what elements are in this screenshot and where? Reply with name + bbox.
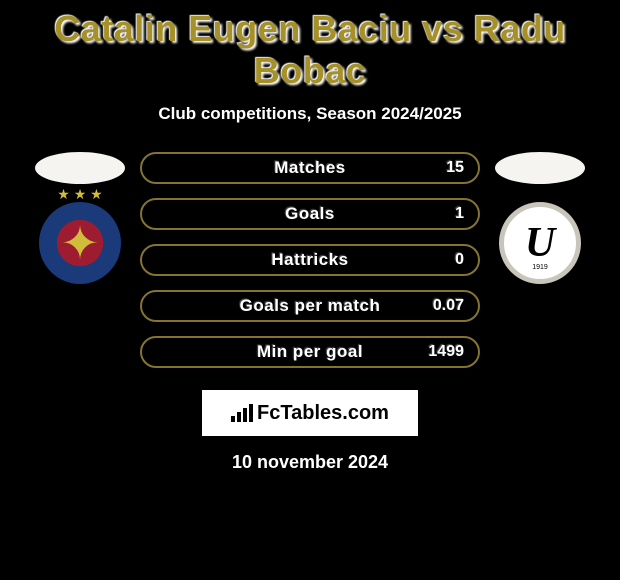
left-club-logo: ★ ★ ★ ✦ <box>39 202 121 284</box>
club-year: 1919 <box>532 264 548 271</box>
stat-value: 1 <box>455 205 464 223</box>
stat-value: 15 <box>446 159 464 177</box>
stat-value: 1499 <box>428 343 464 361</box>
stat-label: Goals per match <box>240 296 381 316</box>
stat-value: 0 <box>455 251 464 269</box>
stat-row-gpm: Goals per match 0.07 <box>140 290 480 322</box>
right-club-logo: U 1919 <box>499 202 581 284</box>
infographic-container: Catalin Eugen Baciu vs Radu Bobac Club c… <box>0 0 620 473</box>
brand-badge: FcTables.com <box>202 390 418 436</box>
bar-chart-icon <box>231 402 253 424</box>
left-player-photo <box>35 152 125 184</box>
brand-name: FcTables.com <box>257 402 389 425</box>
stat-row-mpg: Min per goal 1499 <box>140 336 480 368</box>
stat-value: 0.07 <box>433 297 464 315</box>
comparison-title: Catalin Eugen Baciu vs Radu Bobac <box>0 8 620 92</box>
right-player-column: U 1919 <box>490 152 590 284</box>
stats-wrapper: ★ ★ ★ ✦ Matches 15 Goals 1 Hattricks 0 G… <box>0 152 620 368</box>
stats-list: Matches 15 Goals 1 Hattricks 0 Goals per… <box>140 152 480 368</box>
stat-row-goals: Goals 1 <box>140 198 480 230</box>
stat-label: Hattricks <box>271 250 348 270</box>
snapshot-date: 10 november 2024 <box>0 452 620 473</box>
club-letter: U <box>525 219 555 267</box>
stat-label: Min per goal <box>257 342 363 362</box>
right-player-photo <box>495 152 585 184</box>
stat-label: Matches <box>274 158 346 178</box>
stat-row-matches: Matches 15 <box>140 152 480 184</box>
stat-row-hattricks: Hattricks 0 <box>140 244 480 276</box>
season-subtitle: Club competitions, Season 2024/2025 <box>0 104 620 124</box>
club-emblem-icon: ✦ <box>61 220 100 266</box>
stat-label: Goals <box>285 204 335 224</box>
stars-icon: ★ ★ ★ <box>57 186 102 203</box>
left-player-column: ★ ★ ★ ✦ <box>30 152 130 284</box>
